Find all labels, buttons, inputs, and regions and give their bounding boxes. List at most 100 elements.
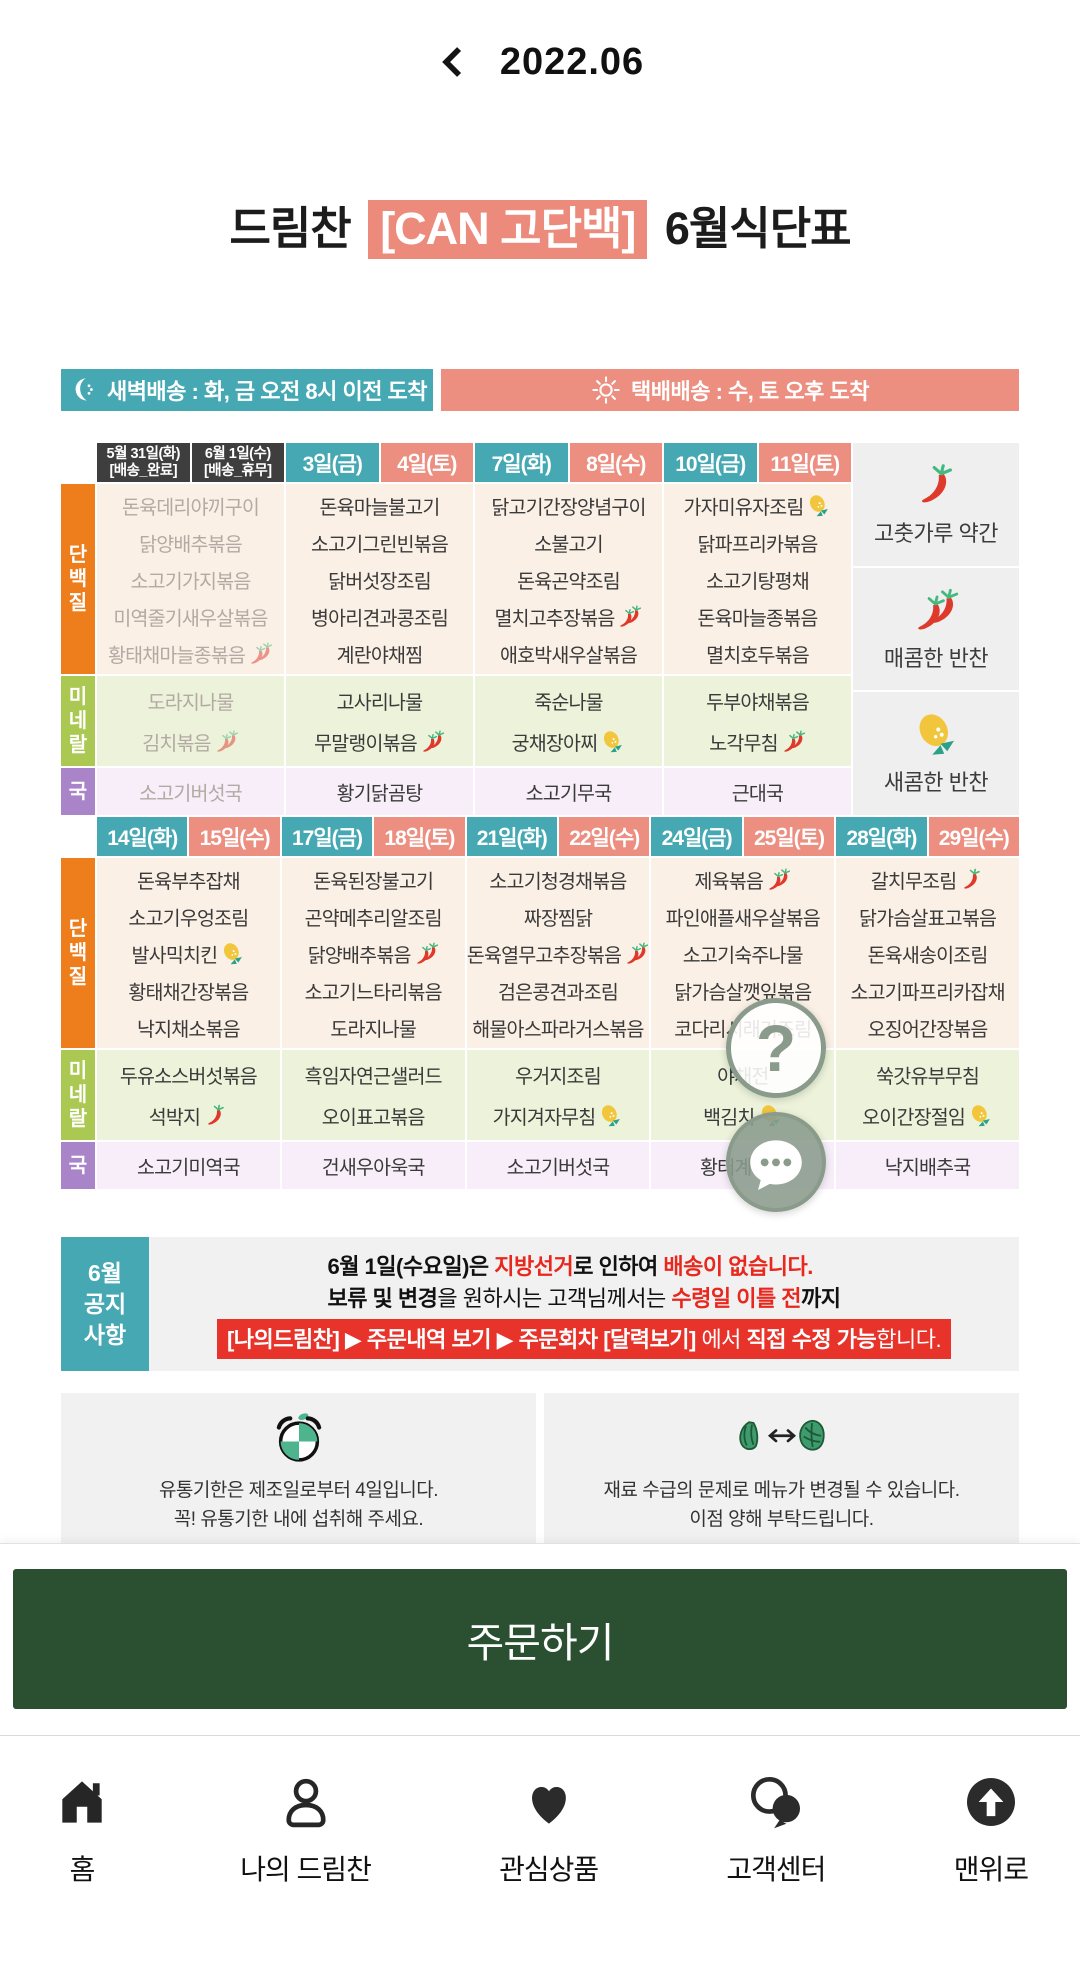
legend-item: 고춧가루 약간	[853, 443, 1019, 566]
nav-label: 홈	[69, 1854, 96, 1885]
heart-icon	[519, 1772, 579, 1832]
date-label: 6월 1일(수)	[204, 445, 271, 462]
date-cell: 14일(화)	[97, 817, 188, 856]
menu-item: 돈육데리야끼구이	[121, 496, 260, 519]
menu-cell-mineral: 두부야채볶음 노각무침	[664, 676, 851, 766]
lemon-icon	[220, 941, 245, 966]
menu-cell-soup: 소고기버섯국	[97, 768, 284, 815]
menu-item: 도라지나물	[330, 1018, 417, 1041]
notice-lines: 6월 1일(수요일)은 지방선거로 인하여 배송이 없습니다. 보류 및 변경을 …	[327, 1249, 841, 1313]
date-cell: 22일(수)	[559, 817, 650, 856]
parcel-delivery-text: 택배배송 : 수, 토 오후 도착	[631, 379, 869, 404]
row-label-soup: 국	[61, 1142, 95, 1189]
menu-cell-mineral: 쑥갓유부무침 오이간장절임	[836, 1050, 1019, 1140]
notice-label: 6월 공지 사항	[61, 1237, 149, 1371]
menu-item: 애호박새우살볶음	[499, 644, 638, 667]
menu-cell-mineral: 우거지조림 가지겨자무침	[466, 1050, 650, 1140]
menu-item: 오이표고볶음	[321, 1107, 426, 1129]
date-cell: 18일(토)	[374, 817, 465, 856]
nav-item-home[interactable]: 홈	[52, 1772, 112, 1888]
legend-label: 새콤한 반찬	[883, 770, 989, 796]
title-highlight: [CAN 고단백]	[368, 200, 648, 259]
menu-item: 소고기미역국	[136, 1157, 241, 1179]
date-cell: 25일(토)	[743, 817, 835, 856]
date-label: 14일(화)	[107, 826, 178, 850]
date-pair: 14일(화) 15일(수)	[97, 817, 280, 856]
spice-legend: 고춧가루 약간 매콤한 반찬 새콤한 반찬	[853, 443, 1019, 816]
menu-item: 건새우아욱국	[321, 1157, 426, 1179]
notice-body: 6월 1일(수요일)은 지방선거로 인하여 배송이 없습니다. 보류 및 변경을 …	[149, 1237, 1019, 1371]
june-notice: 6월 공지 사항 6월 1일(수요일)은 지방선거로 인하여 배송이 없습니다. 보류…	[61, 1237, 1019, 1371]
info-line: 꼭! 유통기한 내에 섭취해 주세요.	[173, 1509, 424, 1530]
menu-cell-mineral: 흑임자연근샐러드 오이표고볶음	[281, 1050, 465, 1140]
title-suffix: 6월식단표	[664, 203, 852, 254]
menu-item: 소불고기	[534, 533, 603, 556]
nav-item-chat2[interactable]: 고객센터	[726, 1772, 826, 1888]
menu-item: 소고기느타리볶음	[304, 981, 443, 1004]
menu-cell-soup: 건새우아욱국	[281, 1142, 465, 1189]
menu-item: 오이간장절임	[862, 1095, 993, 1136]
date-pair: 21일(화) 22일(수)	[466, 817, 650, 856]
nav-label: 고객센터	[726, 1854, 826, 1885]
sun-icon	[591, 375, 621, 405]
date-pair: 10일(금) 11일(토)	[664, 443, 851, 482]
menu-item: 돈육마늘불고기	[319, 496, 441, 519]
menu-item: 돈육부추잡채	[136, 870, 241, 893]
menu-item: 돈육새송이조림	[867, 944, 989, 967]
menu-item: 소고기숙주나물	[682, 944, 804, 967]
menu-item: 도라지나물	[147, 692, 235, 714]
chat-fab[interactable]	[726, 1112, 826, 1212]
lemon-icon	[600, 729, 625, 754]
user-icon	[276, 1772, 336, 1832]
menu-item: 오징어간장볶음	[867, 1018, 989, 1041]
nav-item-user[interactable]: 나의 드림찬	[240, 1772, 372, 1888]
menu-item: 소고기무국	[525, 783, 613, 805]
menu-item: 소고기버섯국	[506, 1157, 611, 1179]
menu-item: 멸치고추장볶음	[495, 598, 643, 635]
menu-cell-protein: 돈육된장불고기 곤약메추리알조림 닭양배추볶음 소고기느타리볶음 도라지나물	[281, 858, 465, 1048]
date-pair: 5월 31일(화) [배송_완료] 6월 1일(수) [배송_휴무]	[97, 443, 284, 482]
menu-item: 닭버섯장조림	[328, 570, 432, 593]
chili2-icon	[781, 729, 806, 754]
help-fab[interactable]: ?	[726, 998, 826, 1098]
info-line: 이점 양해 부탁드립니다.	[689, 1509, 874, 1530]
menu-item: 황태채마늘종볶음	[108, 635, 273, 672]
date-cell: 5월 31일(화) [배송_완료]	[97, 443, 190, 482]
menu-item: 소고기파프리카잡채	[850, 981, 1005, 1004]
menu-cell-protein: 소고기청경채볶음 짜장찜닭 돈육열무고추장볶음 검은콩견과조림 해물아스파라거스볶음	[466, 858, 650, 1048]
date-label: 25일(토)	[754, 826, 825, 850]
order-button[interactable]: 주문하기	[13, 1569, 1067, 1709]
menu-item: 병아리견과콩조림	[310, 607, 449, 630]
menu-item: 미역줄기새우살볶음	[113, 607, 268, 630]
chili2-icon	[617, 604, 642, 629]
date-label: 22일(수)	[569, 826, 640, 850]
app-header: 2022.06	[0, 0, 1080, 92]
menu-item: 계란야채찜	[336, 644, 424, 667]
nav-item-up[interactable]: 맨위로	[954, 1772, 1029, 1888]
menu-item: 갈치무조림	[871, 861, 985, 898]
table-corner	[61, 817, 95, 856]
menu-item: 곤약메추리알조림	[304, 907, 443, 930]
date-label: 28일(화)	[846, 826, 917, 850]
menu-item: 제육볶음	[695, 861, 792, 898]
info-box-menu-change: 재료 수급의 문제로 메뉴가 변경될 수 있습니다. 이점 양해 부탁드립니다.	[544, 1393, 1019, 1551]
menu-item: 닭가슴살표고볶음	[859, 907, 997, 930]
menu-cell-protein: 가자미유자조림 닭파프리카볶음 소고기탕평채 돈육마늘종볶음 멸치호두볶음	[664, 484, 851, 674]
menu-item: 가자미유자조림	[684, 487, 832, 524]
date-pair: 17일(금) 18일(토)	[281, 817, 465, 856]
date-pair: 24일(금) 25일(토)	[651, 817, 835, 856]
date-label: 24일(금)	[661, 826, 733, 850]
date-label: 7일(화)	[491, 452, 552, 476]
menu-item: 멸치호두볶음	[706, 644, 810, 667]
date-label: 21일(화)	[476, 826, 548, 850]
chili2-icon	[624, 941, 649, 966]
menu-item: 소고기버섯국	[139, 783, 243, 805]
menu-cell-protein: 닭고기간장양념구이 소불고기 돈육곤약조림 멸치고추장볶음 애호박새우살볶음	[475, 484, 662, 674]
chevron-left-icon[interactable]	[436, 44, 472, 80]
menu-item: 두부야채볶음	[706, 692, 810, 714]
date-pair: 7일(화) 8일(수)	[475, 443, 662, 482]
nav-item-heart[interactable]: 관심상품	[499, 1772, 599, 1888]
menu-item: 황태채간장볶음	[128, 981, 249, 1004]
